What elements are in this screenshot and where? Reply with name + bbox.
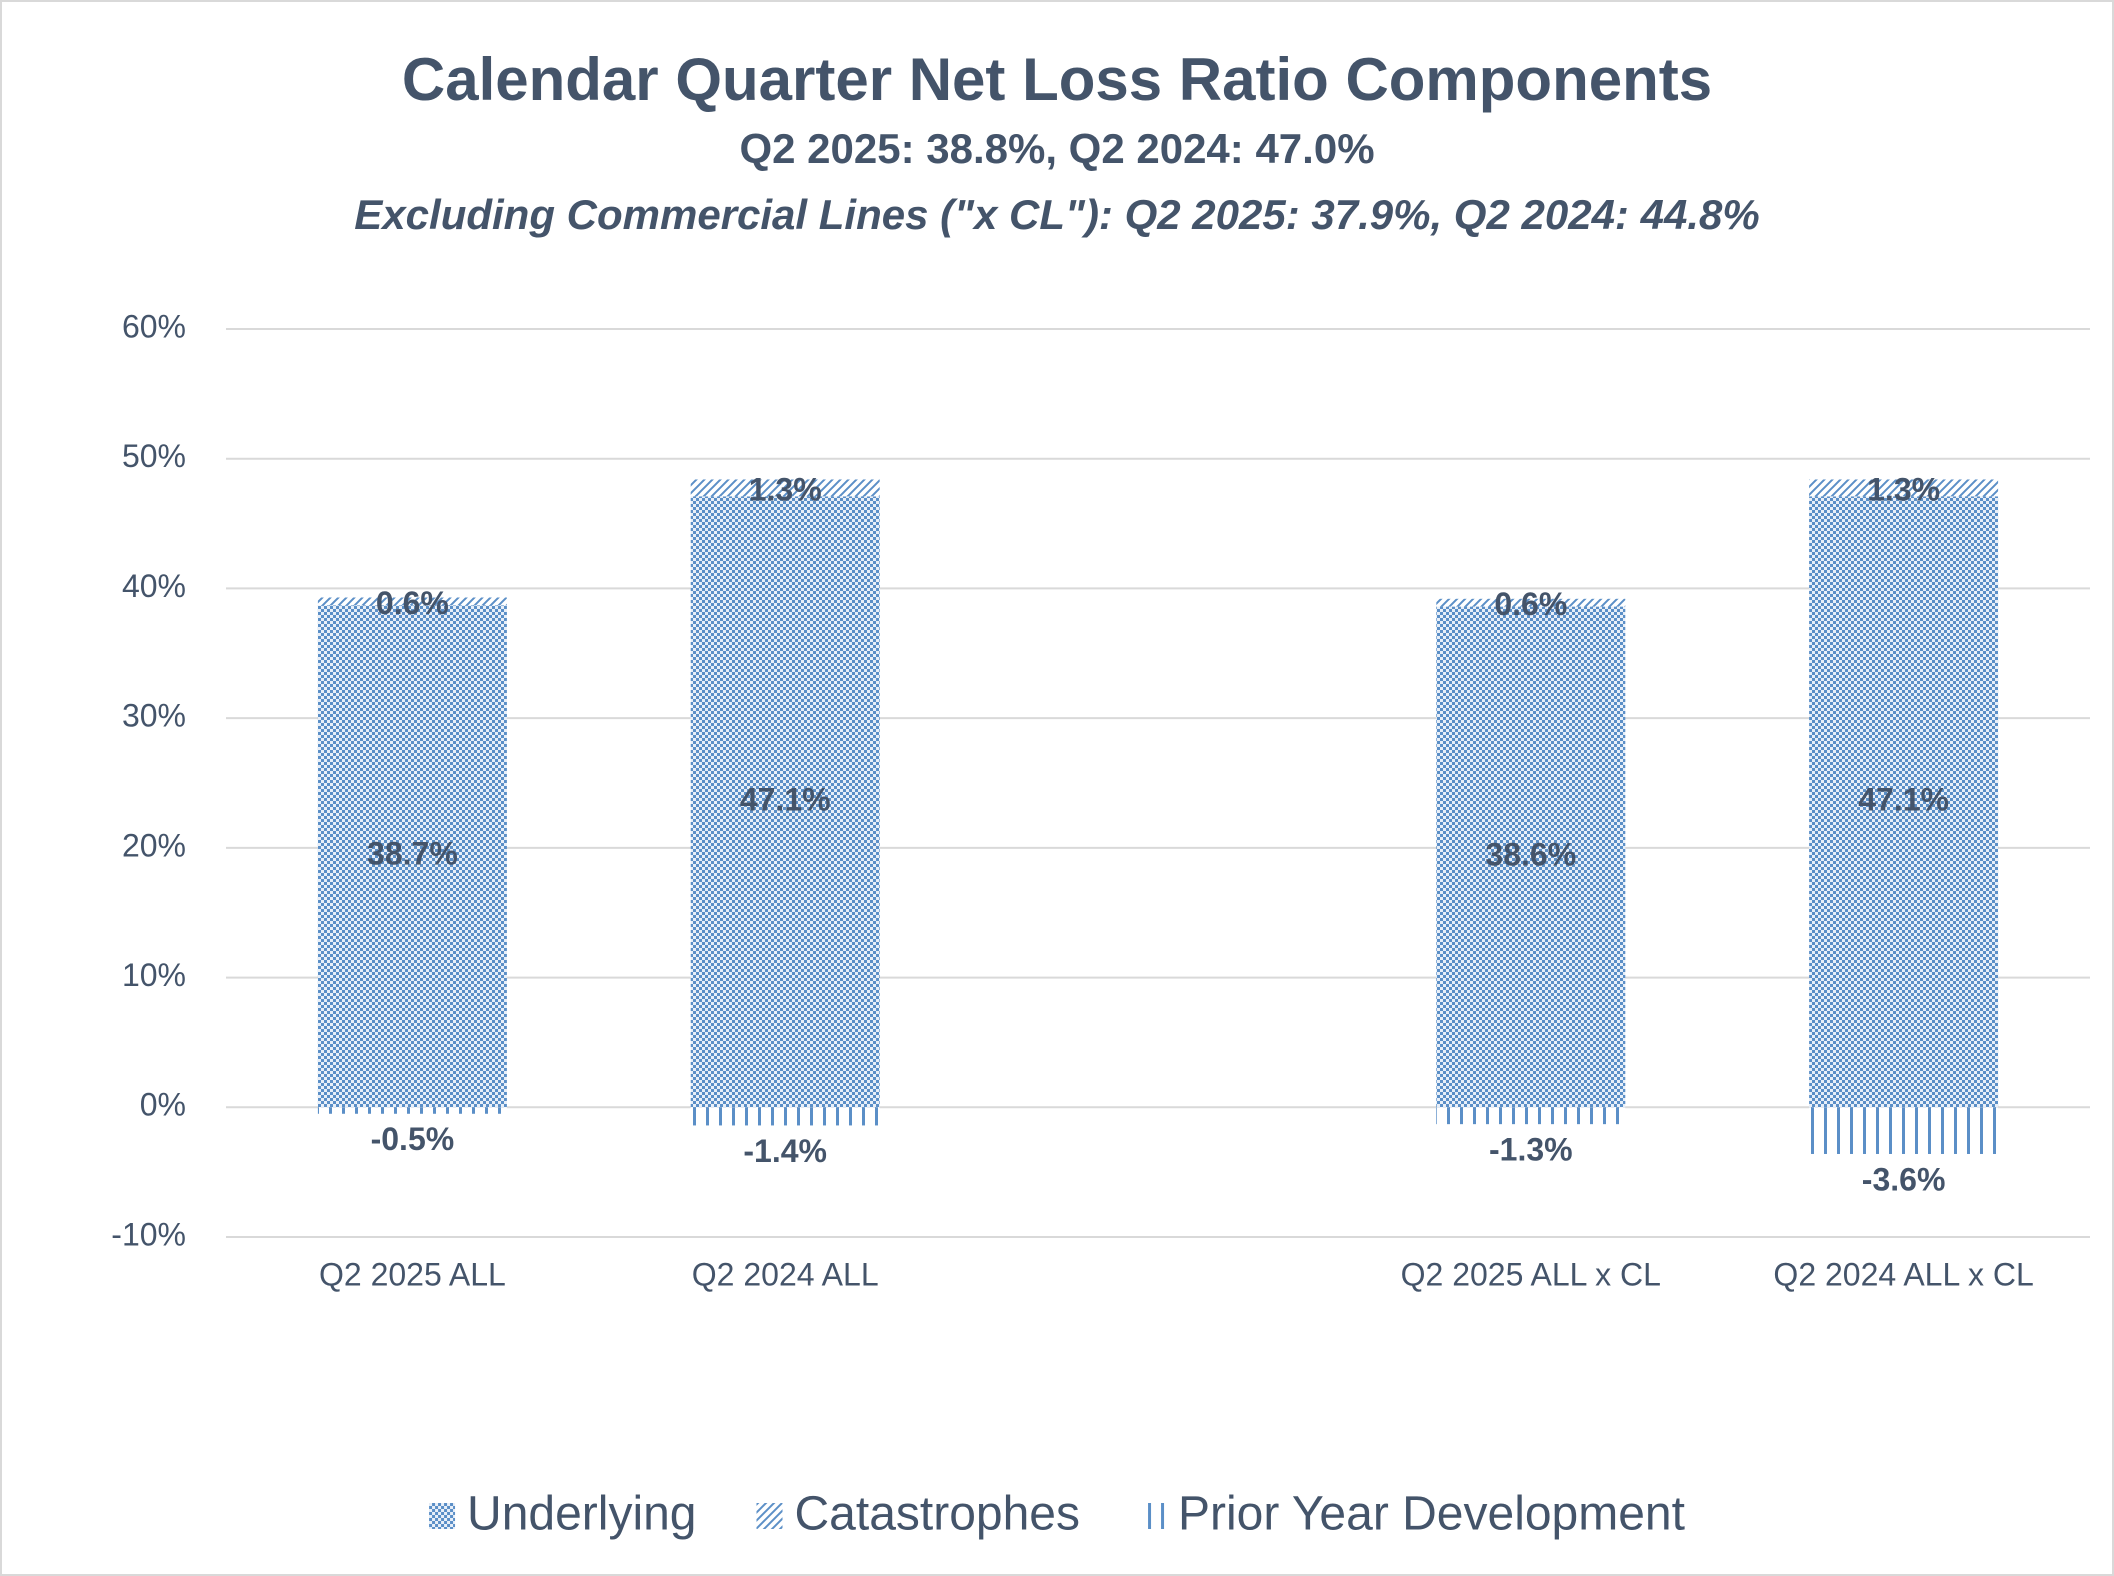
legend-swatch bbox=[429, 1503, 456, 1529]
bar-segment bbox=[317, 597, 507, 606]
y-tick-label: 10% bbox=[122, 957, 186, 993]
x-tick-label: Q2 2025 ALL bbox=[319, 1256, 506, 1292]
data-label: 1.3% bbox=[1867, 471, 1940, 507]
data-label: -1.4% bbox=[743, 1133, 827, 1169]
y-tick-label: -10% bbox=[111, 1216, 186, 1252]
y-tick-label: 40% bbox=[122, 568, 186, 604]
bar-segment bbox=[1436, 606, 1626, 1108]
data-label: 38.7% bbox=[367, 836, 458, 872]
bar-segment bbox=[1809, 496, 1999, 1108]
chart-title: Calendar Quarter Net Loss Ratio Componen… bbox=[402, 46, 1712, 113]
bar-segment bbox=[1809, 1107, 1999, 1154]
y-tick-label: 50% bbox=[122, 438, 186, 474]
bar-segment bbox=[690, 479, 880, 497]
legend-swatch bbox=[1140, 1503, 1166, 1529]
data-label: -3.6% bbox=[1862, 1161, 1946, 1197]
y-tick-label: 20% bbox=[122, 827, 186, 863]
bar-segment bbox=[317, 605, 507, 1108]
legend: Underlying Catastrophes Prior Year Develop… bbox=[429, 1488, 1685, 1541]
bar-segment bbox=[1436, 598, 1626, 607]
x-tick-label: Q2 2024 ALL bbox=[692, 1256, 879, 1292]
chart-subtitle: Q2 2025: 38.8%, Q2 2024: 47.0% bbox=[739, 125, 1374, 172]
bar-segment bbox=[1809, 479, 1999, 497]
data-label: 0.6% bbox=[1494, 586, 1567, 622]
data-label: -1.3% bbox=[1489, 1132, 1573, 1168]
bar-segment bbox=[1436, 1107, 1626, 1125]
data-label: 0.6% bbox=[376, 585, 449, 621]
bar-segment bbox=[690, 1107, 880, 1126]
legend-label: Catastrophes bbox=[795, 1488, 1081, 1541]
data-label: 1.3% bbox=[749, 471, 822, 507]
data-label: -0.5% bbox=[371, 1121, 455, 1157]
y-tick-label: 60% bbox=[122, 308, 186, 344]
x-tick-label: Q2 2025 ALL x CL bbox=[1401, 1256, 1661, 1292]
y-tick-label: 30% bbox=[122, 698, 186, 734]
bar-segment bbox=[690, 496, 880, 1108]
legend-label: Prior Year Development bbox=[1178, 1488, 1685, 1541]
data-label: 38.6% bbox=[1485, 836, 1576, 872]
data-label: 47.1% bbox=[1858, 781, 1949, 817]
chart-subtitle: Excluding Commercial Lines ("x CL"): Q2 … bbox=[354, 191, 1759, 239]
legend-swatch bbox=[756, 1503, 783, 1529]
bar-segment bbox=[317, 1107, 507, 1114]
y-tick-label: 0% bbox=[140, 1087, 186, 1123]
x-tick-label: Q2 2024 ALL x CL bbox=[1773, 1256, 2033, 1292]
data-label: 47.1% bbox=[740, 781, 831, 817]
legend-label: Underlying bbox=[467, 1488, 696, 1541]
